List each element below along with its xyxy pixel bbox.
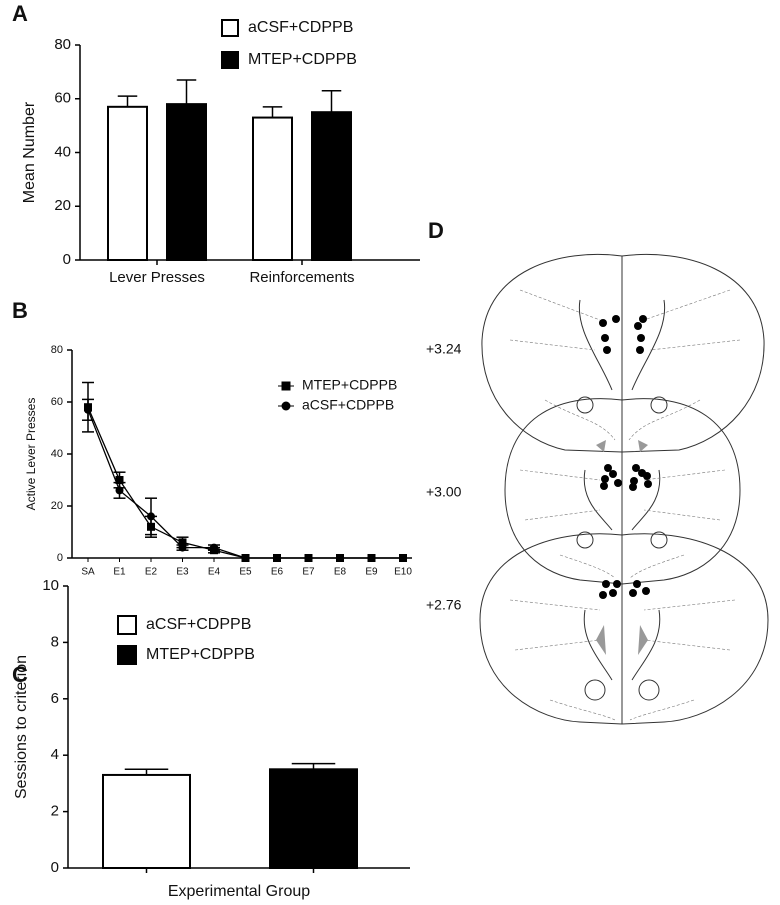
- panel-label: D: [428, 218, 444, 243]
- y-tick-label: 40: [51, 448, 63, 460]
- y-tick-label: 80: [54, 36, 71, 53]
- x-tick-label: E10: [394, 567, 412, 578]
- marker: [178, 543, 187, 552]
- legend-swatch: [117, 645, 137, 665]
- bar: [166, 103, 207, 261]
- marker: [84, 405, 92, 414]
- legend-label: aCSF+CDPPB: [302, 397, 394, 413]
- x-tick-label: Reinforcements: [249, 269, 354, 286]
- marker: [367, 554, 376, 562]
- marker: [273, 554, 281, 562]
- legend-label: MTEP+CDPPB: [248, 51, 357, 68]
- panel-label: C: [12, 662, 28, 687]
- section-label: +3.00: [426, 484, 462, 500]
- y-tick-label: 10: [42, 577, 59, 594]
- legend-label: MTEP+CDPPB: [146, 646, 255, 663]
- marker: [304, 554, 313, 562]
- series-line: [87, 406, 403, 559]
- legend-label: aCSF+CDPPB: [248, 19, 353, 36]
- x-tick-label: E8: [334, 567, 347, 578]
- y-tick-label: 60: [51, 396, 63, 408]
- marker: [281, 381, 291, 391]
- section-label: +2.76: [426, 597, 462, 613]
- x-axis-label: Experimental Group: [168, 883, 310, 900]
- x-tick-label: E9: [365, 567, 378, 578]
- legend-swatch: [221, 51, 239, 69]
- legend-swatch: [221, 19, 239, 37]
- y-tick-label: 20: [51, 500, 63, 512]
- bar: [102, 773, 191, 869]
- bar: [252, 116, 293, 261]
- marker: [147, 512, 155, 521]
- x-tick-label: E2: [145, 567, 158, 578]
- y-tick-label: 40: [54, 143, 71, 160]
- y-axis-label: Active Lever Presses: [24, 398, 38, 511]
- y-tick-label: 4: [51, 746, 59, 763]
- x-tick-label: SA: [81, 567, 95, 578]
- bar: [269, 768, 358, 869]
- marker: [336, 554, 344, 562]
- marker: [115, 486, 124, 495]
- section-label: +3.24: [426, 341, 462, 357]
- x-tick-label: E3: [176, 567, 189, 578]
- y-tick-label: 20: [54, 197, 71, 214]
- y-tick-label: 8: [51, 633, 59, 650]
- panel-label: B: [12, 298, 28, 323]
- bar: [107, 105, 148, 261]
- x-tick-label: E1: [113, 567, 126, 578]
- marker: [399, 554, 407, 562]
- marker: [281, 401, 291, 411]
- marker: [210, 543, 218, 552]
- panel-label: A: [12, 1, 28, 26]
- legend-swatch: [117, 615, 137, 635]
- y-tick-label: 2: [51, 803, 59, 820]
- y-tick-label: 80: [51, 344, 63, 356]
- x-tick-label: E5: [239, 567, 252, 578]
- series-line: [87, 409, 403, 559]
- x-tick-label: E7: [302, 567, 315, 578]
- y-axis-label: Mean Number: [21, 101, 38, 203]
- legend-label: MTEP+CDPPB: [302, 377, 397, 393]
- y-tick-label: 0: [51, 859, 59, 876]
- x-tick-label: Lever Presses: [109, 269, 205, 286]
- y-tick-label: 60: [54, 90, 71, 107]
- marker: [178, 538, 187, 547]
- x-tick-label: E6: [271, 567, 284, 578]
- marker: [115, 476, 124, 484]
- y-axis-label: Sessions to criterion: [13, 655, 30, 799]
- brain-sections: [479, 253, 769, 725]
- marker: [241, 554, 250, 562]
- y-tick-label: 0: [57, 552, 63, 564]
- y-tick-label: 6: [51, 690, 59, 707]
- x-tick-label: E4: [208, 567, 221, 578]
- bar: [311, 111, 352, 261]
- y-tick-label: 0: [63, 251, 71, 268]
- legend-label: aCSF+CDPPB: [146, 616, 251, 633]
